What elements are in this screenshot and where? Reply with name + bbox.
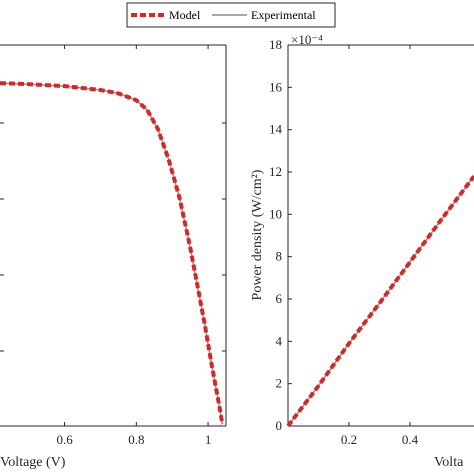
legend-model-label: Model <box>169 8 201 22</box>
legend: Model Experimental <box>126 2 336 28</box>
model-series-line <box>286 174 474 428</box>
model-series-line <box>0 81 225 425</box>
xtick-label: 0.4 <box>402 432 419 447</box>
right-axes: 0 2 4 6 8 10 12 14 16 18 0.2 0.4 ×10⁻⁴ Power densi… <box>250 32 474 470</box>
xtick-label: 0.8 <box>128 432 144 447</box>
ytick-label: 16 <box>269 79 283 94</box>
ytick-label: 0 <box>276 418 283 433</box>
xtick-label: 0.2 <box>341 432 357 447</box>
ytick-label: 4 <box>276 333 283 348</box>
ytick-label: 18 <box>269 37 282 52</box>
right-xlabel: Volta <box>434 455 464 470</box>
left-axes: 0.6 0.8 1 Voltage (V) <box>0 44 227 470</box>
xtick-label: 1 <box>205 432 212 447</box>
ytick-label: 10 <box>269 206 282 221</box>
ytick-label: 14 <box>269 122 283 137</box>
ytick-label: 2 <box>276 376 283 391</box>
legend-experimental-label: Experimental <box>251 8 316 22</box>
left-xlabel: Voltage (V) <box>0 455 66 470</box>
ytick-label: 8 <box>276 249 283 264</box>
ytick-label: 12 <box>269 164 282 179</box>
right-ylabel: Power density (W/cm²) <box>250 169 265 300</box>
right-y-multiplier: ×10⁻⁴ <box>291 32 323 47</box>
ytick-label: 6 <box>276 291 283 306</box>
xtick-label: 0.6 <box>56 432 73 447</box>
experimental-series-line <box>0 82 224 425</box>
